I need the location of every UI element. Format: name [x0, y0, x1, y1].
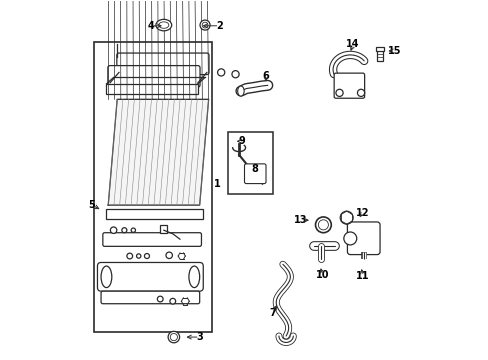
Bar — [228, 132, 273, 194]
FancyBboxPatch shape — [108, 66, 200, 87]
Ellipse shape — [156, 19, 171, 31]
Circle shape — [318, 220, 328, 230]
Circle shape — [136, 254, 141, 258]
Text: 8: 8 — [251, 164, 258, 174]
Ellipse shape — [188, 266, 199, 288]
Bar — [376, 50, 382, 60]
Circle shape — [217, 69, 224, 76]
Text: 15: 15 — [387, 46, 400, 56]
Circle shape — [168, 331, 179, 343]
Circle shape — [340, 211, 352, 224]
Text: 12: 12 — [355, 208, 369, 218]
Text: 6: 6 — [262, 71, 269, 81]
FancyBboxPatch shape — [333, 73, 364, 98]
Circle shape — [126, 253, 132, 259]
FancyBboxPatch shape — [102, 233, 201, 246]
Circle shape — [110, 227, 117, 233]
Circle shape — [165, 252, 172, 258]
Bar — [94, 42, 212, 332]
FancyBboxPatch shape — [97, 262, 203, 291]
FancyBboxPatch shape — [346, 222, 379, 255]
Text: 3: 3 — [196, 332, 203, 342]
Text: 5: 5 — [88, 200, 95, 210]
Bar — [375, 47, 383, 51]
Text: 9: 9 — [238, 136, 244, 146]
Bar — [106, 84, 198, 94]
Circle shape — [357, 89, 364, 96]
Ellipse shape — [159, 22, 168, 28]
Circle shape — [343, 232, 356, 245]
Circle shape — [122, 228, 126, 233]
Text: 1: 1 — [214, 179, 221, 189]
Circle shape — [335, 89, 343, 96]
Text: 7: 7 — [268, 308, 275, 318]
Text: 14: 14 — [346, 40, 359, 49]
Circle shape — [200, 20, 210, 30]
Circle shape — [170, 333, 177, 341]
Circle shape — [231, 71, 239, 78]
Text: 10: 10 — [315, 270, 329, 280]
Circle shape — [202, 22, 207, 28]
Circle shape — [131, 228, 135, 232]
FancyBboxPatch shape — [117, 53, 208, 75]
Polygon shape — [108, 99, 208, 205]
Text: 13: 13 — [294, 215, 307, 225]
Text: 4: 4 — [147, 21, 154, 31]
Circle shape — [315, 217, 330, 233]
Circle shape — [169, 298, 175, 304]
Text: 2: 2 — [216, 21, 223, 31]
Circle shape — [157, 296, 163, 302]
Ellipse shape — [237, 86, 244, 96]
FancyBboxPatch shape — [101, 291, 199, 304]
FancyBboxPatch shape — [244, 164, 265, 184]
Circle shape — [144, 253, 149, 258]
Bar — [160, 225, 166, 233]
Ellipse shape — [101, 266, 112, 288]
Text: 11: 11 — [355, 271, 369, 281]
Bar — [106, 209, 203, 220]
